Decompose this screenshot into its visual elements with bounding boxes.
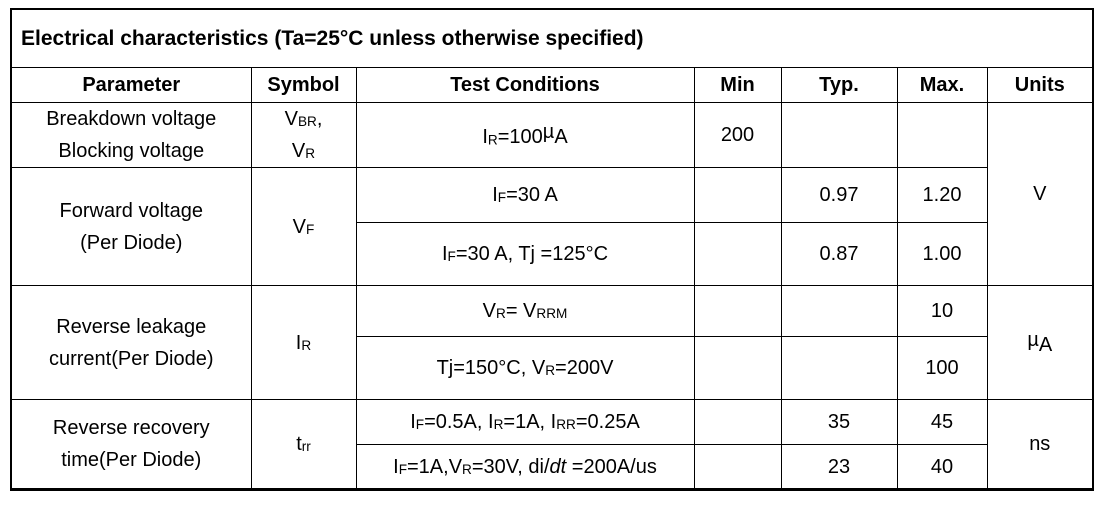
max-value-cell: 45: [896, 399, 988, 445]
max-value-cell: 40: [896, 444, 988, 490]
parameter-breakdown-voltage: Breakdown voltage Blocking voltage: [10, 102, 252, 168]
test-conditions-cell: IF=1A,VR=30V, di/dt =200A/us: [355, 444, 695, 490]
table-row: Tj=150°C, VR=200V 100: [11, 336, 1093, 400]
parameter-line: time(Per Diode): [61, 449, 202, 471]
table-row: Forward voltage (Per Diode) VF IF=30 A 0…: [10, 167, 1093, 286]
table-title: Electrical characteristics (Ta=25°C unle…: [10, 8, 1094, 68]
min-value-cell: [693, 336, 782, 400]
symbol-vf: VF: [250, 167, 357, 286]
table-title-row: Electrical characteristics (Ta=25°C unle…: [10, 8, 1094, 68]
typ-value-cell: [780, 336, 898, 400]
typ-value-cell: [780, 102, 898, 168]
typ-value-cell: [780, 285, 898, 337]
col-header-typ: Typ.: [780, 67, 898, 103]
min-value-cell: [693, 285, 782, 337]
table-row: Reverse leakage current(Per Diode) IR VR…: [10, 285, 1094, 400]
col-header-max: Max.: [896, 67, 988, 103]
symbol-ir: IR: [250, 285, 357, 400]
test-conditions-cell: IF=0.5A, IR=1A, IRR=0.25A: [355, 399, 695, 445]
symbol-line: VR: [291, 140, 316, 162]
min-value-cell: [693, 399, 782, 445]
units-cell-nanoseconds: ns: [986, 399, 1094, 490]
parameter-line: Reverse leakage: [56, 315, 207, 338]
typ-value-cell: 23: [780, 444, 898, 490]
col-header-units: Units: [986, 67, 1094, 103]
units-cell-microamps: µA: [986, 285, 1094, 400]
table-row: IF=30 A, Tj =125°C 0.87 1.00: [11, 222, 1093, 286]
typ-value-cell: 35: [780, 399, 898, 445]
test-conditions-cell: IR=100µA: [355, 102, 695, 168]
col-header-symbol: Symbol: [250, 67, 357, 103]
col-header-parameter: Parameter: [10, 67, 252, 103]
max-value-cell: 1.20: [896, 167, 988, 223]
test-conditions-cell: Tj=150°C, VR=200V: [355, 336, 695, 400]
parameter-line: Reverse recovery: [52, 417, 210, 439]
min-value-cell: [693, 222, 782, 286]
parameter-forward-voltage: Forward voltage (Per Diode): [10, 167, 252, 286]
col-header-test-conditions: Test Conditions: [355, 67, 695, 103]
col-header-min: Min: [693, 67, 782, 103]
parameter-line: Breakdown voltage: [46, 108, 217, 130]
symbol-line: VBR,: [284, 108, 323, 130]
table-row: Reverse recovery time(Per Diode) trr IF=…: [10, 399, 1094, 490]
parameter-line: (Per Diode): [80, 231, 183, 254]
test-conditions-cell: IF=30 A, Tj =125°C: [355, 222, 695, 286]
electrical-characteristics-table: Electrical characteristics (Ta=25°C unle…: [10, 8, 1094, 491]
typ-value-cell: 0.97: [780, 167, 898, 223]
min-value-cell: [693, 444, 782, 490]
parameter-line: Blocking voltage: [58, 140, 205, 162]
typ-value-cell: 0.87: [780, 222, 898, 286]
table-row: IF=1A,VR=30V, di/dt =200A/us 23 40: [11, 444, 1093, 490]
parameter-line: Forward voltage: [59, 199, 203, 222]
test-conditions-cell: VR= VRRM: [355, 285, 695, 337]
min-value-cell: 200: [693, 102, 782, 168]
parameter-line: current(Per Diode): [48, 347, 214, 370]
max-value-cell: [896, 102, 988, 168]
max-value-cell: 1.00: [896, 222, 988, 286]
parameter-reverse-recovery: Reverse recovery time(Per Diode): [10, 399, 252, 490]
table-header-row: Parameter Symbol Test Conditions Min Typ…: [10, 67, 1094, 103]
min-value-cell: [693, 167, 782, 223]
test-conditions-cell: IF=30 A: [355, 167, 695, 223]
symbol-vbr-vr: VBR, VR: [250, 102, 357, 168]
max-value-cell: 10: [896, 285, 988, 337]
units-cell-volts: V: [986, 102, 1094, 286]
symbol-trr: trr: [250, 399, 357, 490]
max-value-cell: 100: [896, 336, 988, 400]
table-row: Breakdown voltage Blocking voltage VBR, …: [10, 102, 1094, 286]
parameter-reverse-leakage: Reverse leakage current(Per Diode): [10, 285, 252, 400]
